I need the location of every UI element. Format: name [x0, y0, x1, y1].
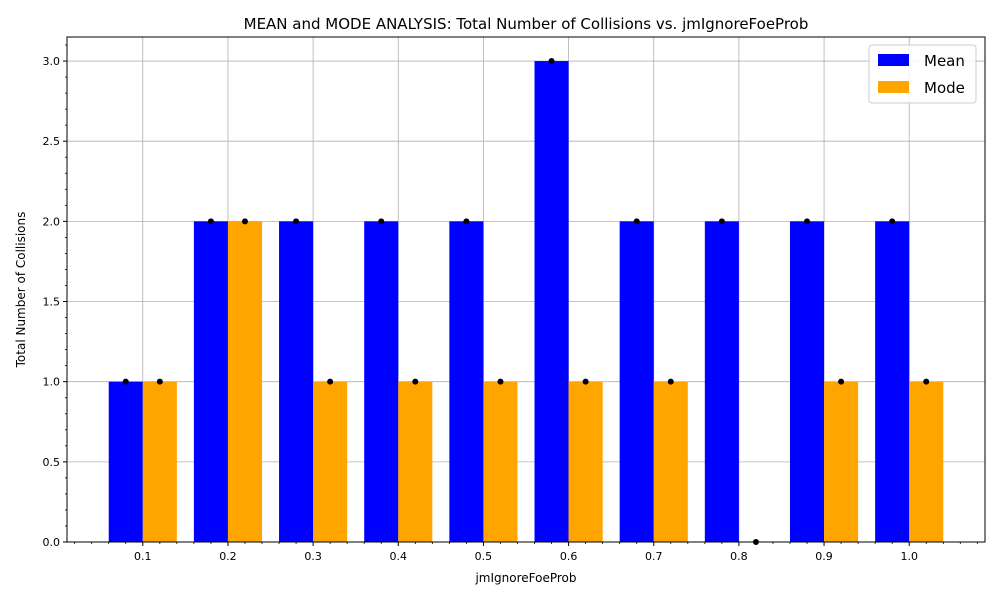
marker-mode-0.4	[412, 378, 419, 385]
legend-swatch-mode	[878, 81, 909, 93]
bar-mean-0.5	[449, 221, 484, 542]
marker-mean-1.0	[889, 218, 896, 225]
marker-mean-0.1	[122, 378, 129, 385]
ticks-layer: 0.0 0.5 1.0 1.5 2.0 2.5 3.0 0.1 0.2 0.3 0.4 0.5 0.6 0…	[43, 44, 978, 563]
bar-mean-0.3	[279, 221, 314, 542]
marker-mean-0.9	[804, 218, 811, 225]
legend-label-mean: Mean	[924, 52, 965, 70]
x-tick-label: 0.8	[730, 550, 748, 563]
bar-mode-0.9	[824, 381, 859, 542]
x-tick-label: 0.5	[475, 550, 493, 563]
bar-mode-0.6	[568, 381, 603, 542]
legend-label-mode: Mode	[924, 79, 965, 97]
y-tick-label: 0.0	[43, 536, 61, 549]
bar-mean-0.7	[619, 221, 654, 542]
x-tick-label: 0.9	[815, 550, 833, 563]
marker-mode-1.0	[923, 378, 930, 385]
marker-mean-0.4	[378, 218, 385, 225]
marker-mean-0.5	[463, 218, 470, 225]
y-tick-label: 1.0	[43, 376, 61, 389]
x-axis-label: jmIgnoreFoeProb	[474, 571, 576, 585]
legend-swatch-mean	[878, 54, 909, 66]
markers-layer	[122, 58, 930, 545]
marker-mode-0.5	[497, 378, 504, 385]
x-tick-label: 0.3	[304, 550, 322, 563]
bar-mode-0.7	[653, 381, 688, 542]
marker-mode-0.6	[582, 378, 589, 385]
bar-mean-0.6	[534, 61, 569, 543]
bar-mean-0.1	[108, 381, 143, 542]
marker-mean-0.2	[207, 218, 214, 225]
bar-mode-0.4	[398, 381, 433, 542]
x-tick-label: 1.0	[900, 550, 918, 563]
bar-mean-1.0	[875, 221, 910, 542]
bar-mean-0.2	[193, 221, 228, 542]
plot-frame	[66, 36, 986, 543]
bars-layer	[108, 61, 944, 543]
y-tick-label: 2.5	[43, 135, 61, 148]
y-tick-label: 2.0	[43, 215, 61, 228]
y-tick-label: 3.0	[43, 55, 61, 68]
x-tick-label: 0.7	[645, 550, 663, 563]
bar-mean-0.8	[704, 221, 739, 542]
y-tick-label: 0.5	[43, 456, 61, 469]
x-tick-label: 0.4	[390, 550, 408, 563]
marker-mode-0.2	[241, 218, 248, 225]
y-axis-label: Total Number of Collisions	[14, 212, 28, 369]
marker-mean-0.6	[548, 58, 555, 65]
bar-mean-0.4	[364, 221, 399, 542]
bar-mode-0.1	[142, 381, 177, 542]
x-tick-label: 0.6	[560, 550, 578, 563]
bar-mode-0.2	[227, 221, 263, 542]
marker-mean-0.8	[718, 218, 725, 225]
chart-title: MEAN and MODE ANALYSIS: Total Number of …	[244, 15, 809, 33]
marker-mode-0.7	[667, 378, 674, 385]
bar-mode-0.3	[313, 381, 348, 542]
marker-mode-0.1	[156, 378, 163, 385]
y-tick-label: 1.5	[43, 296, 61, 309]
legend: Mean Mode	[868, 44, 977, 104]
marker-mean-0.3	[293, 218, 300, 225]
marker-mean-0.7	[633, 218, 640, 225]
bar-mode-1.0	[909, 381, 944, 542]
marker-mode-0.3	[327, 378, 334, 385]
x-tick-label: 0.1	[134, 550, 152, 563]
bar-mode-0.5	[483, 381, 518, 542]
marker-mode-0.9	[838, 378, 845, 385]
bar-mean-0.9	[789, 221, 825, 542]
x-tick-label: 0.2	[219, 550, 237, 563]
